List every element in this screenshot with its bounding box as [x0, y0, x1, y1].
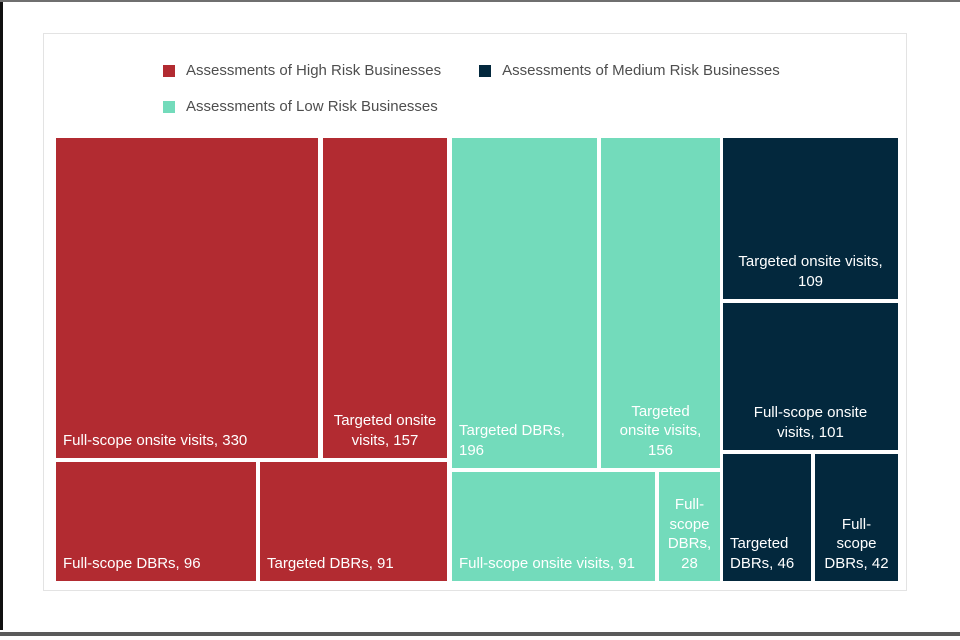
- frame-border-top: [0, 0, 960, 2]
- treemap-tile-full-scope-onsite-visits-330[interactable]: Full-scope onsite visits, 330: [56, 138, 318, 458]
- tile-label: Full-scope onsite visits, 91: [459, 555, 635, 573]
- tile-label: Full-scope DBRs, 42: [824, 515, 889, 573]
- legend-swatch-high-risk: [163, 64, 175, 77]
- treemap-tile-full-scope-dbrs-28[interactable]: Full-scope DBRs, 28: [659, 472, 720, 581]
- tile-label: Targeted onsite visits, 157: [333, 412, 437, 450]
- legend-item-high-risk[interactable]: Assessments of High Risk Businesses: [163, 58, 441, 83]
- tile-label: Targeted DBRs, 196: [459, 422, 565, 460]
- treemap-tile-targeted-onsite-visits-157[interactable]: Targeted onsite visits, 157: [323, 138, 447, 458]
- legend-swatch-medium-risk: [479, 64, 492, 77]
- legend-item-low-risk[interactable]: Assessments of Low Risk Businesses: [163, 94, 438, 119]
- legend-label: Assessments of Medium Risk Businesses: [502, 62, 780, 79]
- frame-border-bottom: [0, 632, 960, 636]
- tile-label: Targeted DBRs, 46: [730, 535, 795, 573]
- legend-label: Assessments of Low Risk Businesses: [186, 98, 438, 115]
- frame-border-left: [0, 2, 3, 630]
- tile-label: Targeted onsite visits, 156: [619, 402, 702, 460]
- tile-label: Full-scope onsite visits, 101: [753, 404, 868, 442]
- treemap-tile-full-scope-dbrs-96[interactable]: Full-scope DBRs, 96: [56, 462, 256, 581]
- tile-label: Full-scope DBRs, 28: [667, 495, 712, 573]
- legend-swatch-low-risk: [163, 100, 175, 113]
- legend-item-medium-risk[interactable]: Assessments of Medium Risk Businesses: [479, 58, 780, 83]
- treemap-tile-targeted-dbrs-196[interactable]: Targeted DBRs, 196: [452, 138, 597, 468]
- chart-legend: Assessments of High Risk Businesses Asses…: [163, 58, 823, 119]
- treemap-tile-targeted-onsite-visits-109[interactable]: Targeted onsite visits, 109: [723, 138, 898, 299]
- tile-label: Targeted onsite visits, 109: [738, 253, 883, 291]
- tile-label: Targeted DBRs, 91: [267, 555, 394, 573]
- treemap-chart: Full-scope onsite visits, 330 Targeted on…: [56, 138, 898, 581]
- treemap-tile-full-scope-onsite-visits-101[interactable]: Full-scope onsite visits, 101: [723, 303, 898, 450]
- treemap-tile-targeted-dbrs-91[interactable]: Targeted DBRs, 91: [260, 462, 447, 581]
- report-card: Assessments of High Risk Businesses Asses…: [43, 33, 907, 591]
- treemap-tile-targeted-dbrs-46[interactable]: Targeted DBRs, 46: [723, 454, 811, 581]
- treemap-tile-targeted-onsite-visits-156[interactable]: Targeted onsite visits, 156: [601, 138, 720, 468]
- treemap-tile-full-scope-onsite-visits-91[interactable]: Full-scope onsite visits, 91: [452, 472, 655, 581]
- tile-label: Full-scope onsite visits, 330: [63, 432, 248, 450]
- treemap-tile-full-scope-dbrs-42[interactable]: Full-scope DBRs, 42: [815, 454, 898, 581]
- tile-label: Full-scope DBRs, 96: [63, 555, 201, 573]
- legend-label: Assessments of High Risk Businesses: [186, 62, 442, 79]
